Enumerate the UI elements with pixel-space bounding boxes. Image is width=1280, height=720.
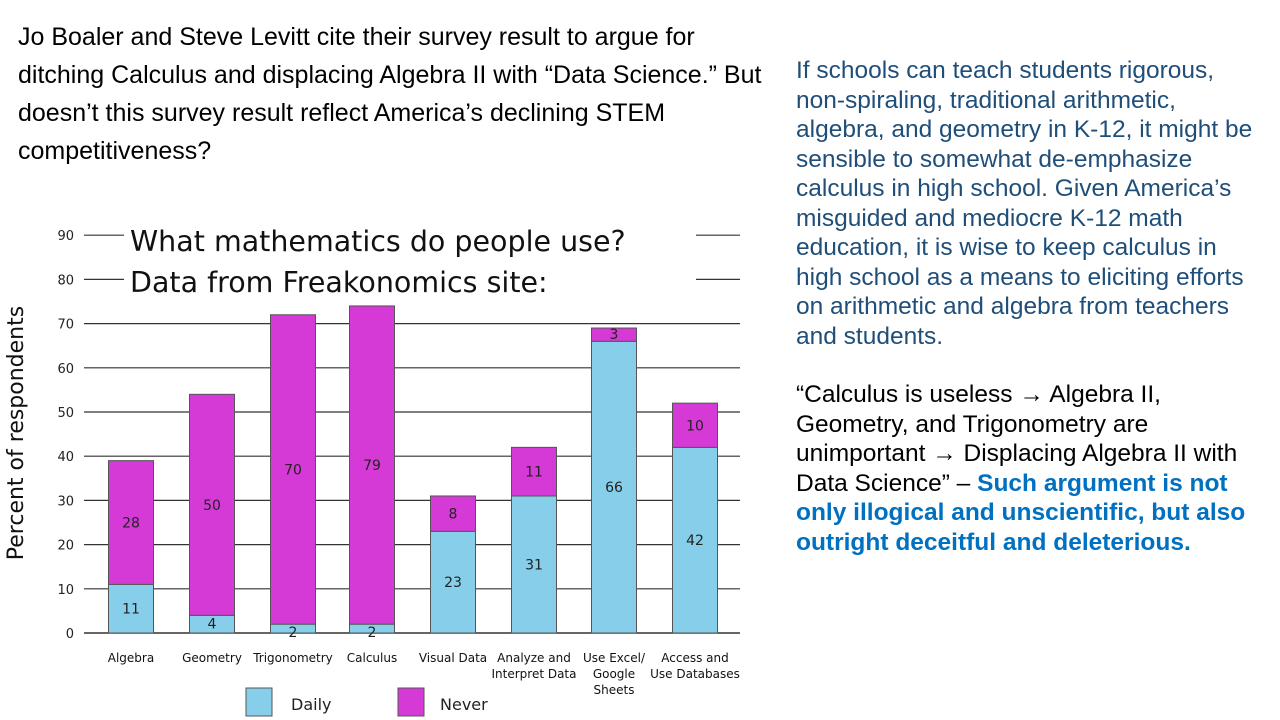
bar-never	[189, 393, 235, 616]
para2-text-3: Displacing Algebra II with Data Science”…	[796, 440, 1238, 497]
x-tick-label: Use Excel/Google Sheets	[583, 651, 646, 697]
data-label-never: 11	[525, 465, 543, 481]
data-label-daily: 31	[525, 557, 543, 573]
x-tick-label: Trigonometry	[252, 651, 333, 665]
bar-never	[108, 460, 154, 585]
legend: Daily Never	[245, 687, 488, 717]
commentary-paragraph-2: “Calculus is useless → Algebra II, Geome…	[796, 380, 1266, 557]
bar-daily	[591, 340, 637, 634]
y-tick-label: 40	[57, 450, 74, 465]
bar-never	[430, 495, 476, 532]
x-tick-label: Calculus	[347, 651, 397, 665]
data-label-daily: 42	[686, 533, 704, 549]
bar-never	[511, 446, 557, 497]
data-label-daily: 11	[122, 602, 140, 618]
bar-daily	[108, 583, 154, 634]
para2-text-1: “Calculus is useless	[796, 381, 1013, 408]
legend-label-daily: Daily	[291, 695, 331, 714]
bar-never	[591, 327, 637, 342]
y-tick-labels: 0 10 20 30 40 50 60 70 80 90	[57, 229, 74, 642]
arrow-icon: →	[1019, 381, 1044, 408]
legend-swatch-daily	[245, 687, 273, 717]
legend-swatch-never	[397, 687, 425, 717]
chart-subtitle: Data from Freakonomics site:	[130, 266, 548, 299]
y-tick-label: 90	[57, 229, 74, 244]
data-label-daily: 2	[289, 625, 298, 641]
y-tick-label: 30	[57, 494, 74, 509]
commentary-panel: If schools can teach students rigorous, …	[796, 56, 1266, 557]
y-tick-label: 50	[57, 406, 74, 421]
bar-daily	[511, 495, 557, 634]
data-label-never: 3	[610, 327, 619, 343]
data-labels: 11 28 4 50 2 70 2 79 23 8 31 11 66 3 42 10	[122, 327, 704, 641]
data-label-never: 28	[122, 516, 140, 532]
data-label-never: 70	[284, 462, 302, 478]
legend-label-never: Never	[440, 695, 488, 714]
y-tick-label: 20	[57, 539, 74, 554]
para2-text-2: Algebra II, Geometry, and Trigonometry a…	[796, 381, 1161, 467]
bars	[108, 305, 718, 634]
bar-daily	[430, 530, 476, 634]
data-label-daily: 2	[368, 625, 377, 641]
x-tick-label: Access and Use Databases	[650, 651, 740, 681]
bar-never	[672, 402, 718, 448]
commentary-paragraph-1: If schools can teach students rigorous, …	[796, 57, 1253, 350]
data-label-never: 10	[686, 418, 704, 434]
y-tick-label: 0	[66, 627, 74, 642]
para2-emphasis: Such argument is not only illogical and …	[796, 469, 1246, 556]
bar-never	[270, 314, 316, 625]
data-label-never: 8	[449, 507, 458, 523]
y-tick-label: 60	[57, 362, 74, 377]
chart-title: What mathematics do people use?	[130, 225, 626, 258]
data-label-daily: 4	[208, 616, 217, 632]
data-label-never: 50	[203, 498, 221, 514]
arrow-icon: →	[932, 440, 957, 467]
y-tick-label: 80	[57, 273, 74, 288]
bar-daily	[672, 446, 718, 634]
y-tick-label: 10	[57, 583, 74, 598]
y-axis-label: Percent of respondents	[4, 306, 29, 560]
x-tick-label: Analyze and Interpret Data	[491, 651, 576, 681]
x-tick-labels: Algebra Geometry Trigonometry Calculus Visua…	[108, 651, 740, 697]
bar-never	[349, 305, 395, 625]
x-tick-label: Algebra	[108, 651, 154, 665]
data-label-daily: 23	[444, 575, 462, 591]
data-label-never: 79	[363, 458, 381, 474]
data-label-daily: 66	[605, 480, 623, 496]
x-tick-label: Visual Data	[419, 651, 487, 665]
y-tick-label: 70	[57, 318, 74, 333]
question-text: Jo Boaler and Steve Levitt cite their su…	[18, 23, 762, 165]
x-tick-label: Geometry	[182, 651, 242, 665]
